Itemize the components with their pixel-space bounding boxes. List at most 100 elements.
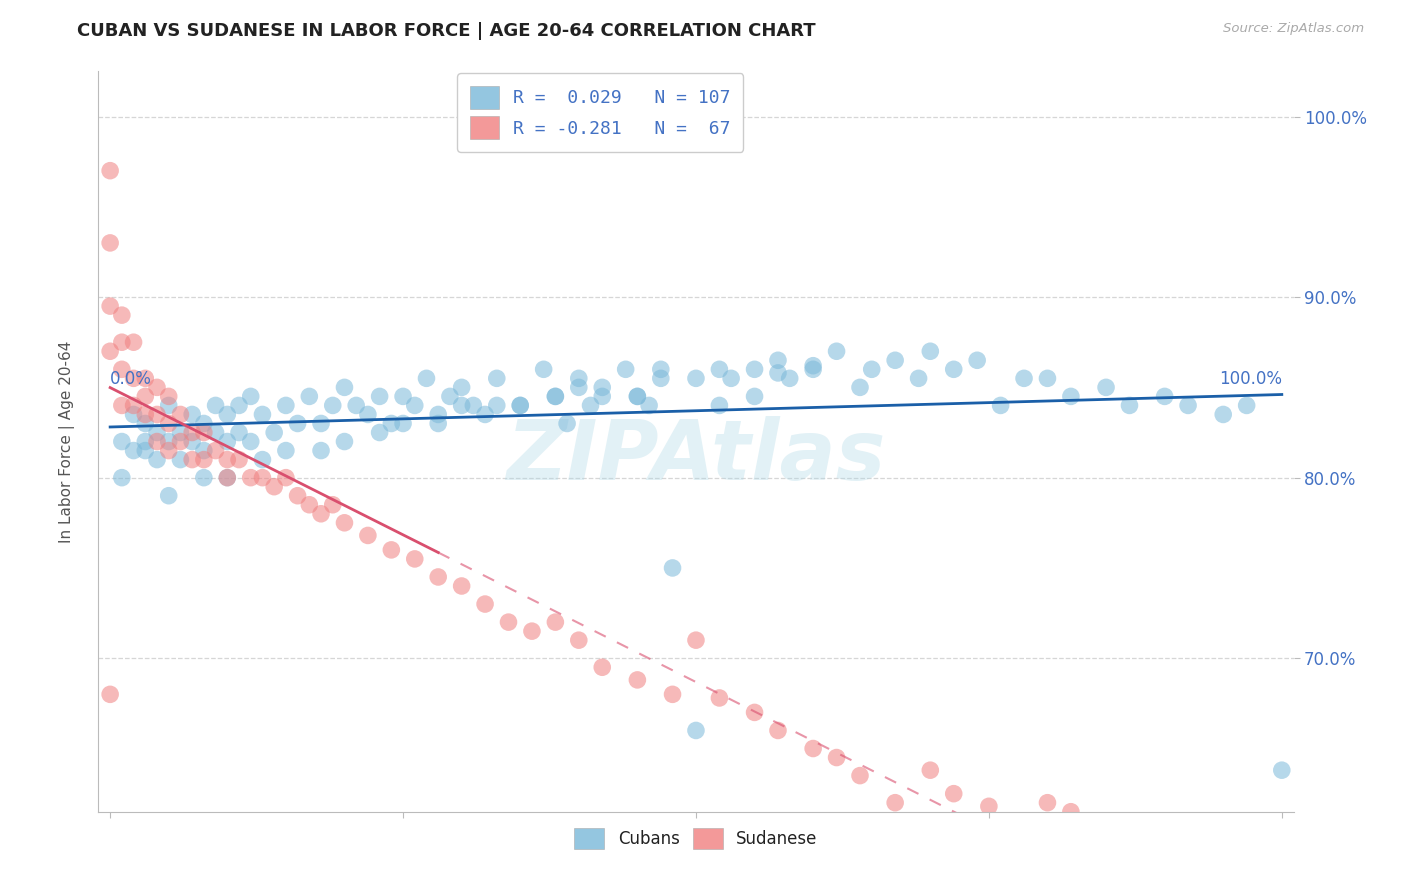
Point	[193, 425, 215, 440]
Y-axis label: In Labor Force | Age 20-64: In Labor Force | Age 20-64	[59, 341, 75, 542]
Point	[217, 408, 239, 422]
Point	[568, 380, 591, 394]
Point	[1118, 399, 1140, 413]
Text: 100.0%: 100.0%	[1219, 369, 1282, 388]
Point	[333, 434, 356, 449]
Point	[263, 425, 285, 440]
Point	[744, 389, 766, 403]
Point	[392, 417, 415, 431]
Point	[1177, 399, 1199, 413]
Point	[825, 344, 848, 359]
Point	[801, 362, 824, 376]
Point	[1012, 371, 1035, 385]
Point	[626, 389, 648, 403]
Point	[626, 673, 648, 687]
Point	[555, 417, 578, 431]
Point	[427, 570, 450, 584]
Point	[884, 353, 907, 368]
Point	[614, 362, 637, 376]
Point	[1012, 831, 1035, 846]
Point	[439, 389, 461, 403]
Point	[1060, 389, 1083, 403]
Point	[766, 723, 789, 738]
Point	[450, 380, 472, 394]
Point	[450, 579, 472, 593]
Point	[591, 380, 613, 394]
Point	[380, 542, 402, 557]
Point	[766, 353, 789, 368]
Point	[193, 417, 215, 431]
Point	[415, 371, 437, 385]
Point	[204, 443, 226, 458]
Point	[122, 443, 145, 458]
Legend: Cubans, Sudanese: Cubans, Sudanese	[568, 822, 824, 855]
Point	[720, 371, 742, 385]
Point	[1212, 408, 1234, 422]
Point	[650, 362, 672, 376]
Point	[217, 470, 239, 484]
Point	[907, 371, 929, 385]
Point	[825, 750, 848, 764]
Point	[1236, 399, 1258, 413]
Point	[204, 425, 226, 440]
Point	[801, 741, 824, 756]
Point	[966, 353, 988, 368]
Point	[274, 399, 297, 413]
Point	[263, 480, 285, 494]
Point	[287, 489, 309, 503]
Point	[239, 434, 262, 449]
Point	[111, 362, 134, 376]
Point	[920, 763, 942, 777]
Point	[309, 443, 332, 458]
Point	[544, 615, 567, 629]
Point	[157, 434, 180, 449]
Point	[322, 498, 344, 512]
Point	[169, 425, 191, 440]
Point	[122, 408, 145, 422]
Point	[239, 470, 262, 484]
Point	[450, 399, 472, 413]
Point	[239, 389, 262, 403]
Point	[181, 452, 204, 467]
Point	[568, 371, 591, 385]
Point	[157, 489, 180, 503]
Point	[427, 408, 450, 422]
Point	[298, 389, 321, 403]
Point	[485, 399, 508, 413]
Point	[509, 399, 531, 413]
Point	[990, 399, 1012, 413]
Point	[169, 408, 191, 422]
Point	[146, 434, 169, 449]
Point	[287, 417, 309, 431]
Point	[204, 399, 226, 413]
Point	[1060, 805, 1083, 819]
Point	[252, 470, 274, 484]
Point	[146, 380, 169, 394]
Text: Source: ZipAtlas.com: Source: ZipAtlas.com	[1223, 22, 1364, 36]
Point	[169, 434, 191, 449]
Point	[474, 408, 496, 422]
Point	[498, 615, 520, 629]
Point	[977, 799, 1000, 814]
Point	[134, 417, 156, 431]
Point	[98, 687, 121, 701]
Point	[1036, 371, 1059, 385]
Point	[157, 389, 180, 403]
Point	[357, 408, 380, 422]
Point	[920, 344, 942, 359]
Point	[766, 366, 789, 380]
Point	[485, 371, 508, 385]
Point	[134, 443, 156, 458]
Point	[111, 470, 134, 484]
Point	[849, 769, 872, 783]
Point	[333, 380, 356, 394]
Point	[1036, 796, 1059, 810]
Point	[709, 399, 731, 413]
Point	[252, 452, 274, 467]
Point	[368, 389, 391, 403]
Point	[685, 633, 707, 648]
Point	[1271, 763, 1294, 777]
Point	[463, 399, 485, 413]
Point	[744, 706, 766, 720]
Point	[849, 380, 872, 394]
